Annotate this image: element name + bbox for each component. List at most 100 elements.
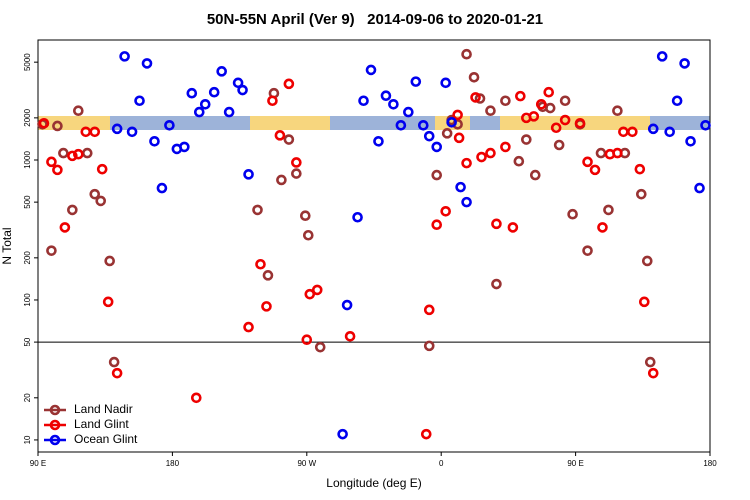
data-point [403, 106, 414, 118]
x-tick-label: 180 [703, 459, 717, 468]
data-point [515, 90, 526, 102]
data-point [441, 128, 453, 139]
data-point [186, 87, 198, 99]
data-point [474, 93, 486, 104]
data-point [149, 136, 160, 147]
data-point [126, 126, 138, 138]
data-point [46, 156, 57, 168]
data-point [216, 66, 227, 77]
data-point [461, 157, 472, 169]
data-point [237, 84, 248, 96]
data-point [134, 95, 145, 107]
data-point [582, 156, 593, 168]
data-point [52, 164, 63, 176]
data-point [283, 134, 295, 145]
data-point [559, 95, 571, 107]
data-point [679, 58, 690, 69]
data-point [80, 126, 92, 138]
data-point [164, 119, 175, 131]
x-tick-label: 90 E [30, 459, 46, 468]
y-tick-label: 5000 [23, 53, 32, 71]
x-tick-label: 90 W [297, 459, 316, 468]
data-point [156, 182, 168, 194]
data-point [446, 116, 457, 128]
data-point [513, 155, 525, 167]
chart-title: 50N-55N April (Ver 9) 2014-09-06 to 2020… [207, 11, 543, 28]
data-point [597, 222, 608, 233]
data-point [476, 151, 487, 163]
data-point [276, 174, 287, 186]
data-point [470, 92, 481, 103]
data-point [544, 102, 556, 114]
data-point [58, 147, 69, 159]
data-point [461, 196, 472, 208]
data-point [52, 120, 63, 132]
data-point [647, 123, 659, 135]
data-point [521, 134, 532, 145]
surface-band [38, 116, 710, 130]
data-point [301, 334, 313, 346]
data-point [81, 147, 93, 159]
data-point [647, 367, 659, 379]
legend-label: Land Glint [74, 417, 129, 431]
data-point [618, 126, 629, 138]
y-tick-label: 50 [23, 337, 32, 346]
y-tick-label: 200 [23, 251, 32, 265]
data-point [453, 132, 465, 144]
data-point [455, 181, 466, 193]
data-point [190, 392, 202, 404]
data-point [528, 111, 540, 122]
data-point [104, 255, 115, 267]
data-point [612, 105, 623, 117]
data-point [341, 299, 353, 311]
y-tick-label: 1000 [23, 151, 32, 169]
data-point [559, 114, 571, 126]
data-point [440, 206, 451, 217]
data-point [500, 141, 511, 153]
data-point [423, 130, 435, 142]
data-point [431, 169, 443, 181]
data-point [300, 210, 311, 221]
data-point [304, 288, 316, 300]
data-point [252, 204, 263, 216]
data-point [314, 341, 326, 353]
data-point [612, 147, 623, 159]
data-point [582, 245, 593, 256]
x-tick-label: 90 E [567, 459, 583, 468]
data-point [410, 76, 422, 87]
data-point [420, 428, 432, 440]
data-point [638, 296, 650, 308]
x-tick-label: 0 [439, 459, 444, 468]
y-tick-label: 10 [23, 435, 32, 444]
data-point [491, 218, 502, 230]
data-point [535, 99, 547, 110]
data-point [656, 51, 668, 62]
data-point [283, 78, 295, 90]
data-point [352, 211, 363, 223]
legend-label: Ocean Glint [74, 432, 138, 446]
data-point [59, 222, 71, 233]
data-point [337, 428, 348, 440]
data-point [96, 163, 108, 175]
y-tick-label: 100 [23, 293, 32, 307]
data-point [193, 106, 205, 118]
data-point [95, 195, 107, 207]
data-point [395, 119, 407, 131]
data-point [485, 147, 496, 159]
data-point [603, 204, 614, 216]
data-point [529, 169, 541, 181]
data-point [664, 126, 675, 138]
data-point [627, 126, 638, 138]
data-point [595, 147, 607, 159]
data-point [423, 340, 435, 352]
data-point [461, 48, 472, 60]
data-point [380, 90, 392, 101]
legend-marker [49, 404, 61, 416]
data-point [589, 164, 601, 176]
data-point [491, 278, 502, 290]
data-point [485, 105, 496, 117]
data-point [261, 301, 272, 312]
data-point [274, 130, 286, 141]
data-point [431, 141, 443, 153]
data-point [440, 77, 451, 89]
